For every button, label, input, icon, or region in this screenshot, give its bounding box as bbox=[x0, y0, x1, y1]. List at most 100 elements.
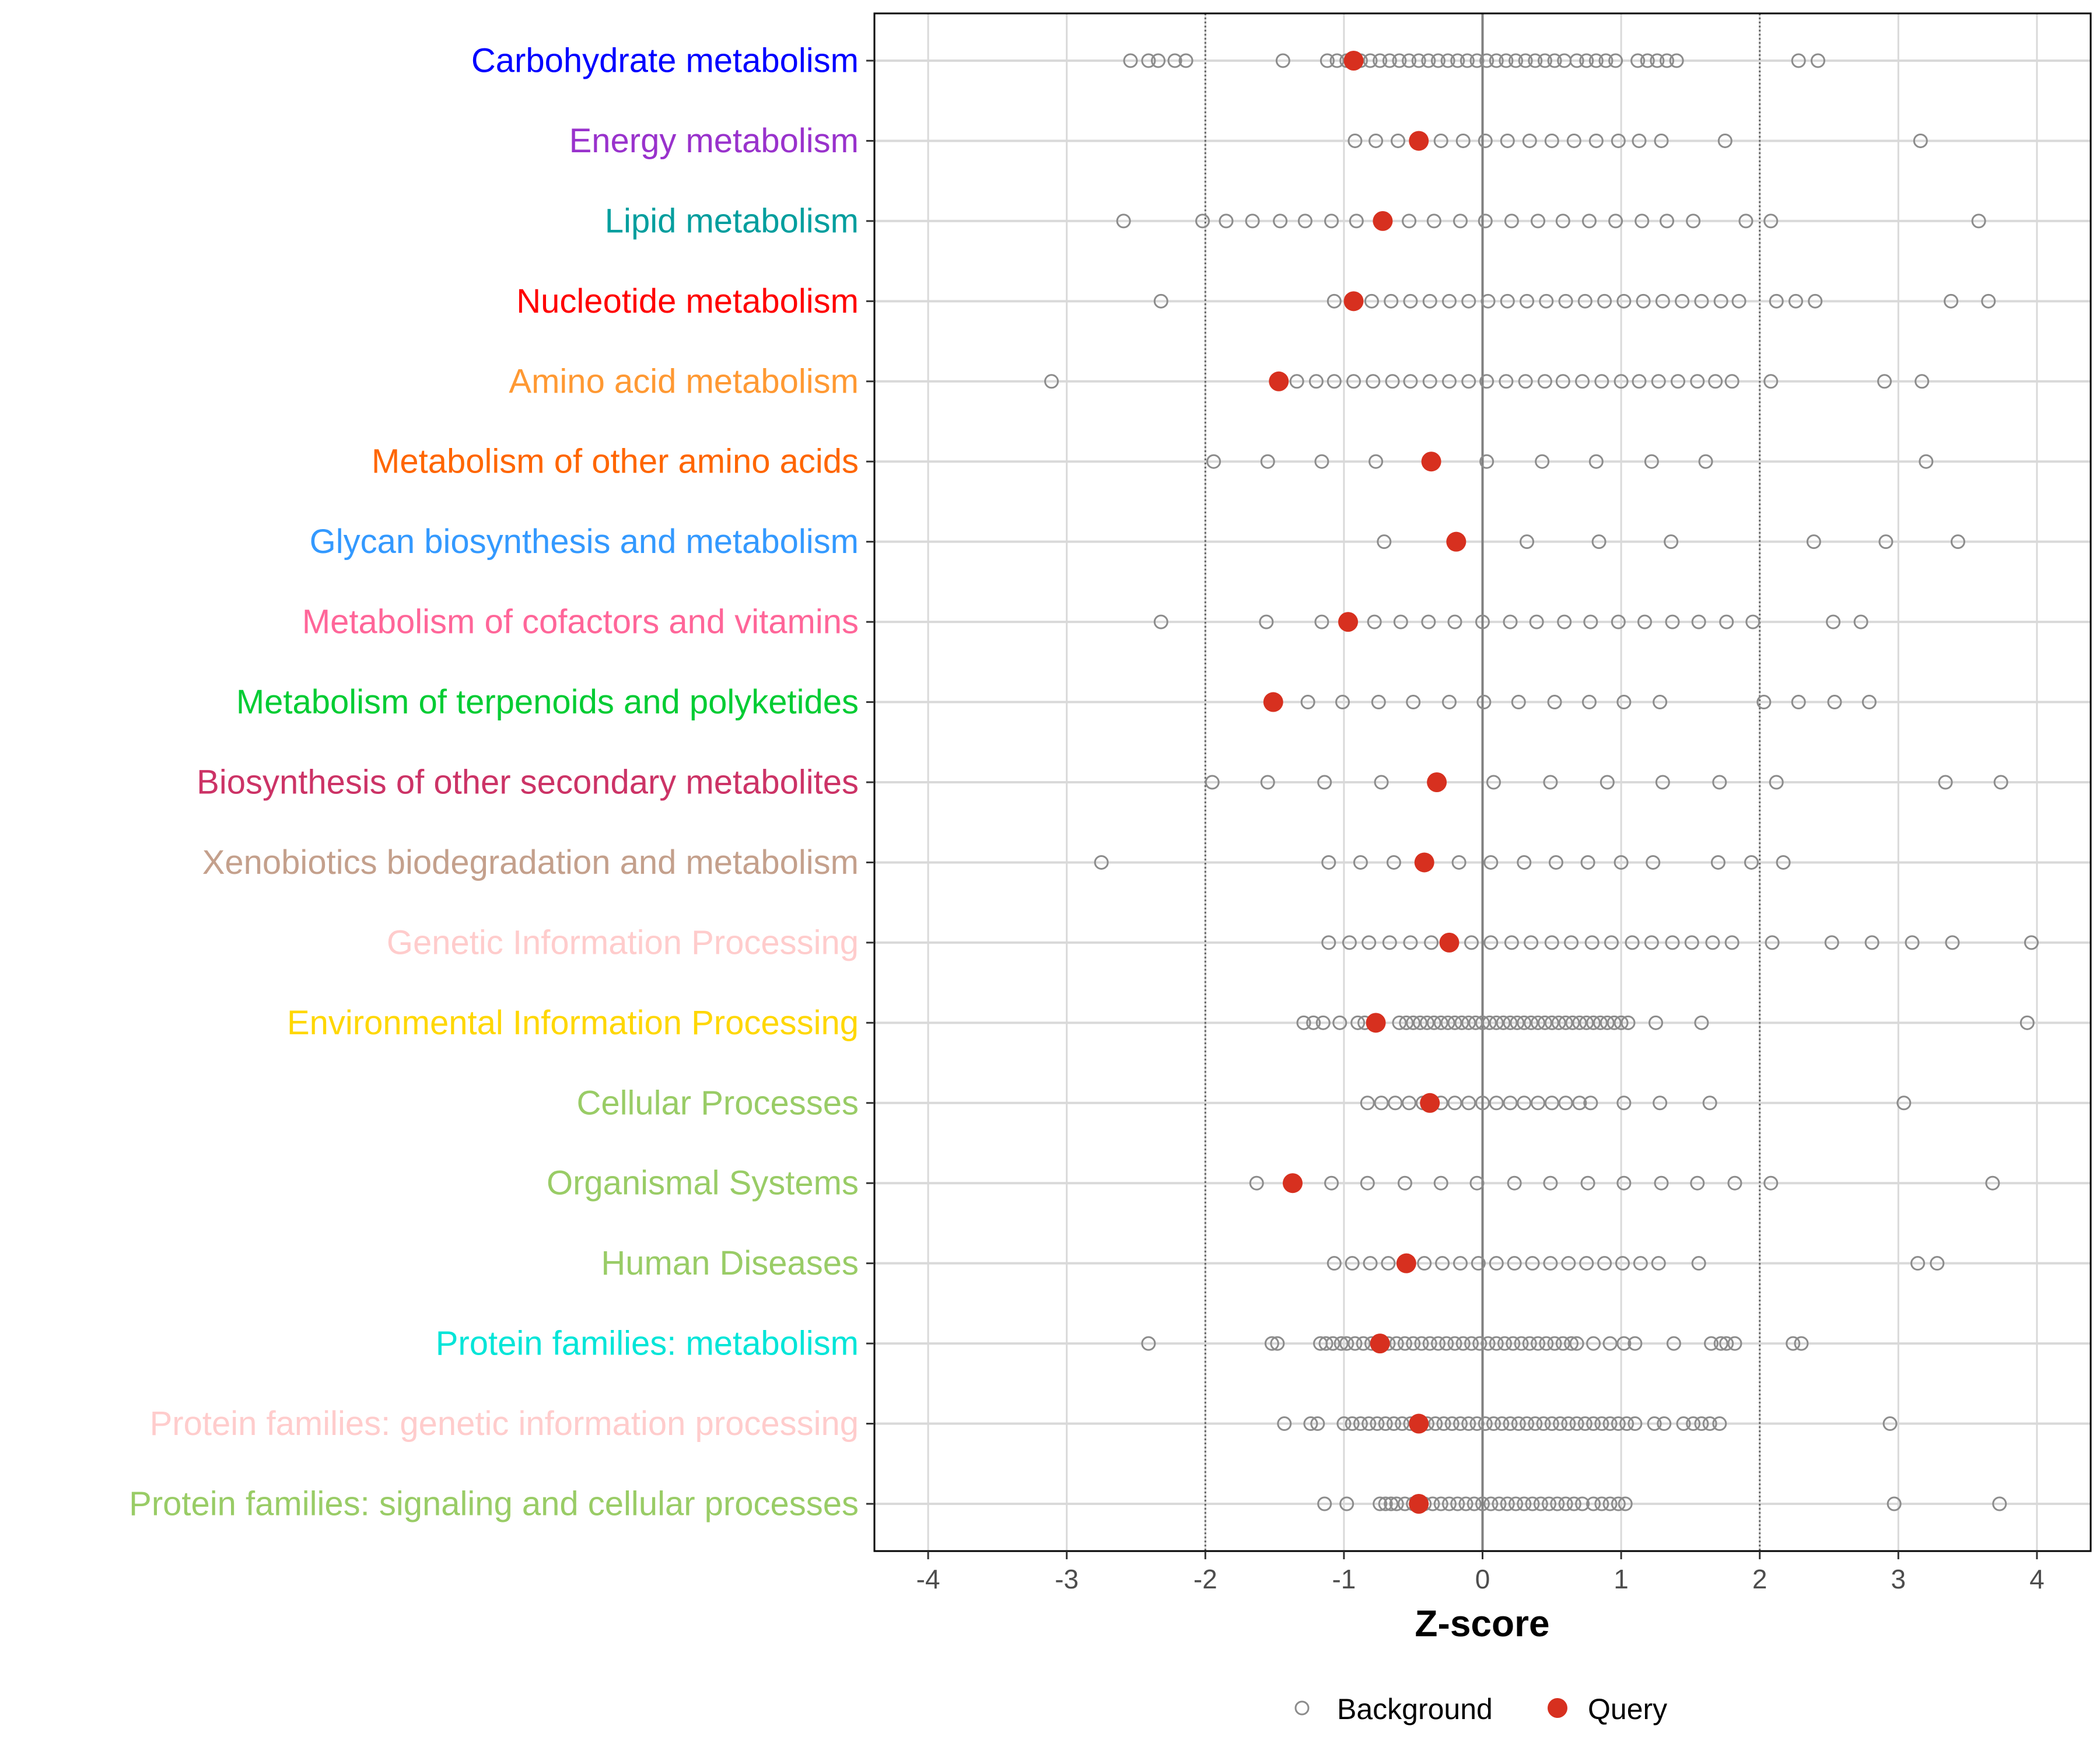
background-point bbox=[1686, 214, 1701, 229]
background-point bbox=[1543, 775, 1558, 790]
background-point bbox=[1326, 1256, 1342, 1271]
background-point bbox=[1704, 1336, 1719, 1351]
query-point bbox=[1409, 1413, 1429, 1434]
background-point bbox=[1476, 695, 1492, 710]
background-point bbox=[1558, 1015, 1573, 1030]
background-point bbox=[1499, 53, 1514, 68]
background-point bbox=[1413, 1015, 1428, 1030]
category-label: Biosynthesis of other secondary metaboli… bbox=[197, 764, 859, 802]
x-axis-title: Z-score bbox=[1415, 1602, 1549, 1644]
background-point bbox=[1864, 935, 1880, 950]
background-point bbox=[1374, 1096, 1389, 1111]
background-point bbox=[1417, 1256, 1432, 1271]
background-point bbox=[1569, 1336, 1584, 1351]
grid-lines bbox=[874, 13, 2091, 1551]
background-point bbox=[1116, 214, 1131, 229]
background-point bbox=[1763, 374, 1779, 389]
x-tick-label: -4 bbox=[916, 1564, 940, 1594]
category-label: Amino acid metabolism bbox=[509, 362, 859, 400]
background-point bbox=[1461, 1416, 1476, 1432]
background-point bbox=[1469, 53, 1485, 68]
background-point bbox=[1557, 614, 1572, 629]
background-point bbox=[1579, 1256, 1594, 1271]
background-point bbox=[1896, 1096, 1912, 1111]
background-point bbox=[1544, 1096, 1559, 1111]
background-point bbox=[1277, 1416, 1292, 1432]
background-point bbox=[1618, 1496, 1633, 1511]
background-point bbox=[1475, 1015, 1490, 1030]
background-point bbox=[1547, 1336, 1562, 1351]
background-point bbox=[1356, 1336, 1371, 1351]
query-point bbox=[1427, 772, 1447, 792]
background-point bbox=[1694, 1015, 1709, 1030]
background-point bbox=[1698, 454, 1713, 469]
background-point bbox=[1339, 1496, 1354, 1511]
background-point bbox=[1384, 1496, 1399, 1511]
background-point bbox=[1346, 374, 1362, 389]
background-point bbox=[1646, 855, 1661, 870]
category-label: Nucleotide metabolism bbox=[516, 282, 859, 320]
background-point bbox=[1260, 454, 1275, 469]
background-point bbox=[1945, 935, 1960, 950]
x-tick-label: -3 bbox=[1055, 1564, 1079, 1594]
background-point bbox=[1374, 775, 1389, 790]
background-point bbox=[1441, 1496, 1457, 1511]
background-point bbox=[1539, 293, 1554, 309]
background-point bbox=[1654, 133, 1669, 148]
category-label: Human Diseases bbox=[601, 1244, 859, 1282]
background-point bbox=[1426, 1015, 1441, 1030]
background-point bbox=[1389, 1336, 1404, 1351]
background-point bbox=[1625, 935, 1640, 950]
background-point bbox=[1517, 1496, 1532, 1511]
background-point bbox=[1713, 1336, 1728, 1351]
background-point bbox=[1591, 534, 1606, 550]
query-point bbox=[1282, 1173, 1303, 1194]
data-points bbox=[1044, 51, 2039, 1514]
background-point bbox=[1335, 695, 1350, 710]
background-point bbox=[1044, 374, 1059, 389]
background-point bbox=[1616, 293, 1632, 309]
background-point bbox=[1458, 1496, 1474, 1511]
background-point bbox=[1094, 855, 1109, 870]
background-point bbox=[1461, 374, 1476, 389]
background-point bbox=[1441, 374, 1457, 389]
background-point bbox=[1791, 695, 1806, 710]
background-point bbox=[1769, 775, 1784, 790]
background-point bbox=[1517, 1096, 1532, 1111]
background-point bbox=[1433, 1015, 1448, 1030]
background-point bbox=[1332, 1015, 1348, 1030]
x-tick-label: 3 bbox=[1891, 1564, 1906, 1594]
background-point bbox=[1551, 1015, 1566, 1030]
query-point bbox=[1396, 1253, 1416, 1273]
background-point bbox=[1500, 293, 1515, 309]
background-point bbox=[1710, 855, 1726, 870]
background-point bbox=[1520, 534, 1535, 550]
background-point bbox=[1654, 1175, 1669, 1191]
background-point bbox=[1555, 374, 1570, 389]
background-point bbox=[1402, 214, 1417, 229]
background-point bbox=[1675, 293, 1690, 309]
background-point bbox=[1694, 293, 1709, 309]
background-point bbox=[1392, 1015, 1407, 1030]
background-point bbox=[1363, 1256, 1378, 1271]
background-point bbox=[1611, 133, 1626, 148]
background-point bbox=[1353, 855, 1368, 870]
background-point bbox=[1620, 1015, 1636, 1030]
background-point bbox=[1745, 614, 1760, 629]
background-point bbox=[1141, 1336, 1156, 1351]
background-point bbox=[1314, 614, 1329, 629]
background-point bbox=[1514, 1336, 1529, 1351]
background-point bbox=[1503, 1096, 1518, 1111]
background-point bbox=[1547, 53, 1562, 68]
background-point bbox=[1472, 1336, 1488, 1351]
background-point bbox=[1572, 1096, 1587, 1111]
background-point bbox=[1403, 374, 1418, 389]
background-point bbox=[1422, 374, 1437, 389]
background-point bbox=[1421, 614, 1436, 629]
background-point bbox=[1606, 1015, 1622, 1030]
background-point bbox=[1602, 1416, 1618, 1432]
background-point bbox=[1577, 293, 1592, 309]
background-point bbox=[1321, 855, 1336, 870]
background-point bbox=[1586, 1336, 1601, 1351]
background-point bbox=[1264, 1336, 1279, 1351]
